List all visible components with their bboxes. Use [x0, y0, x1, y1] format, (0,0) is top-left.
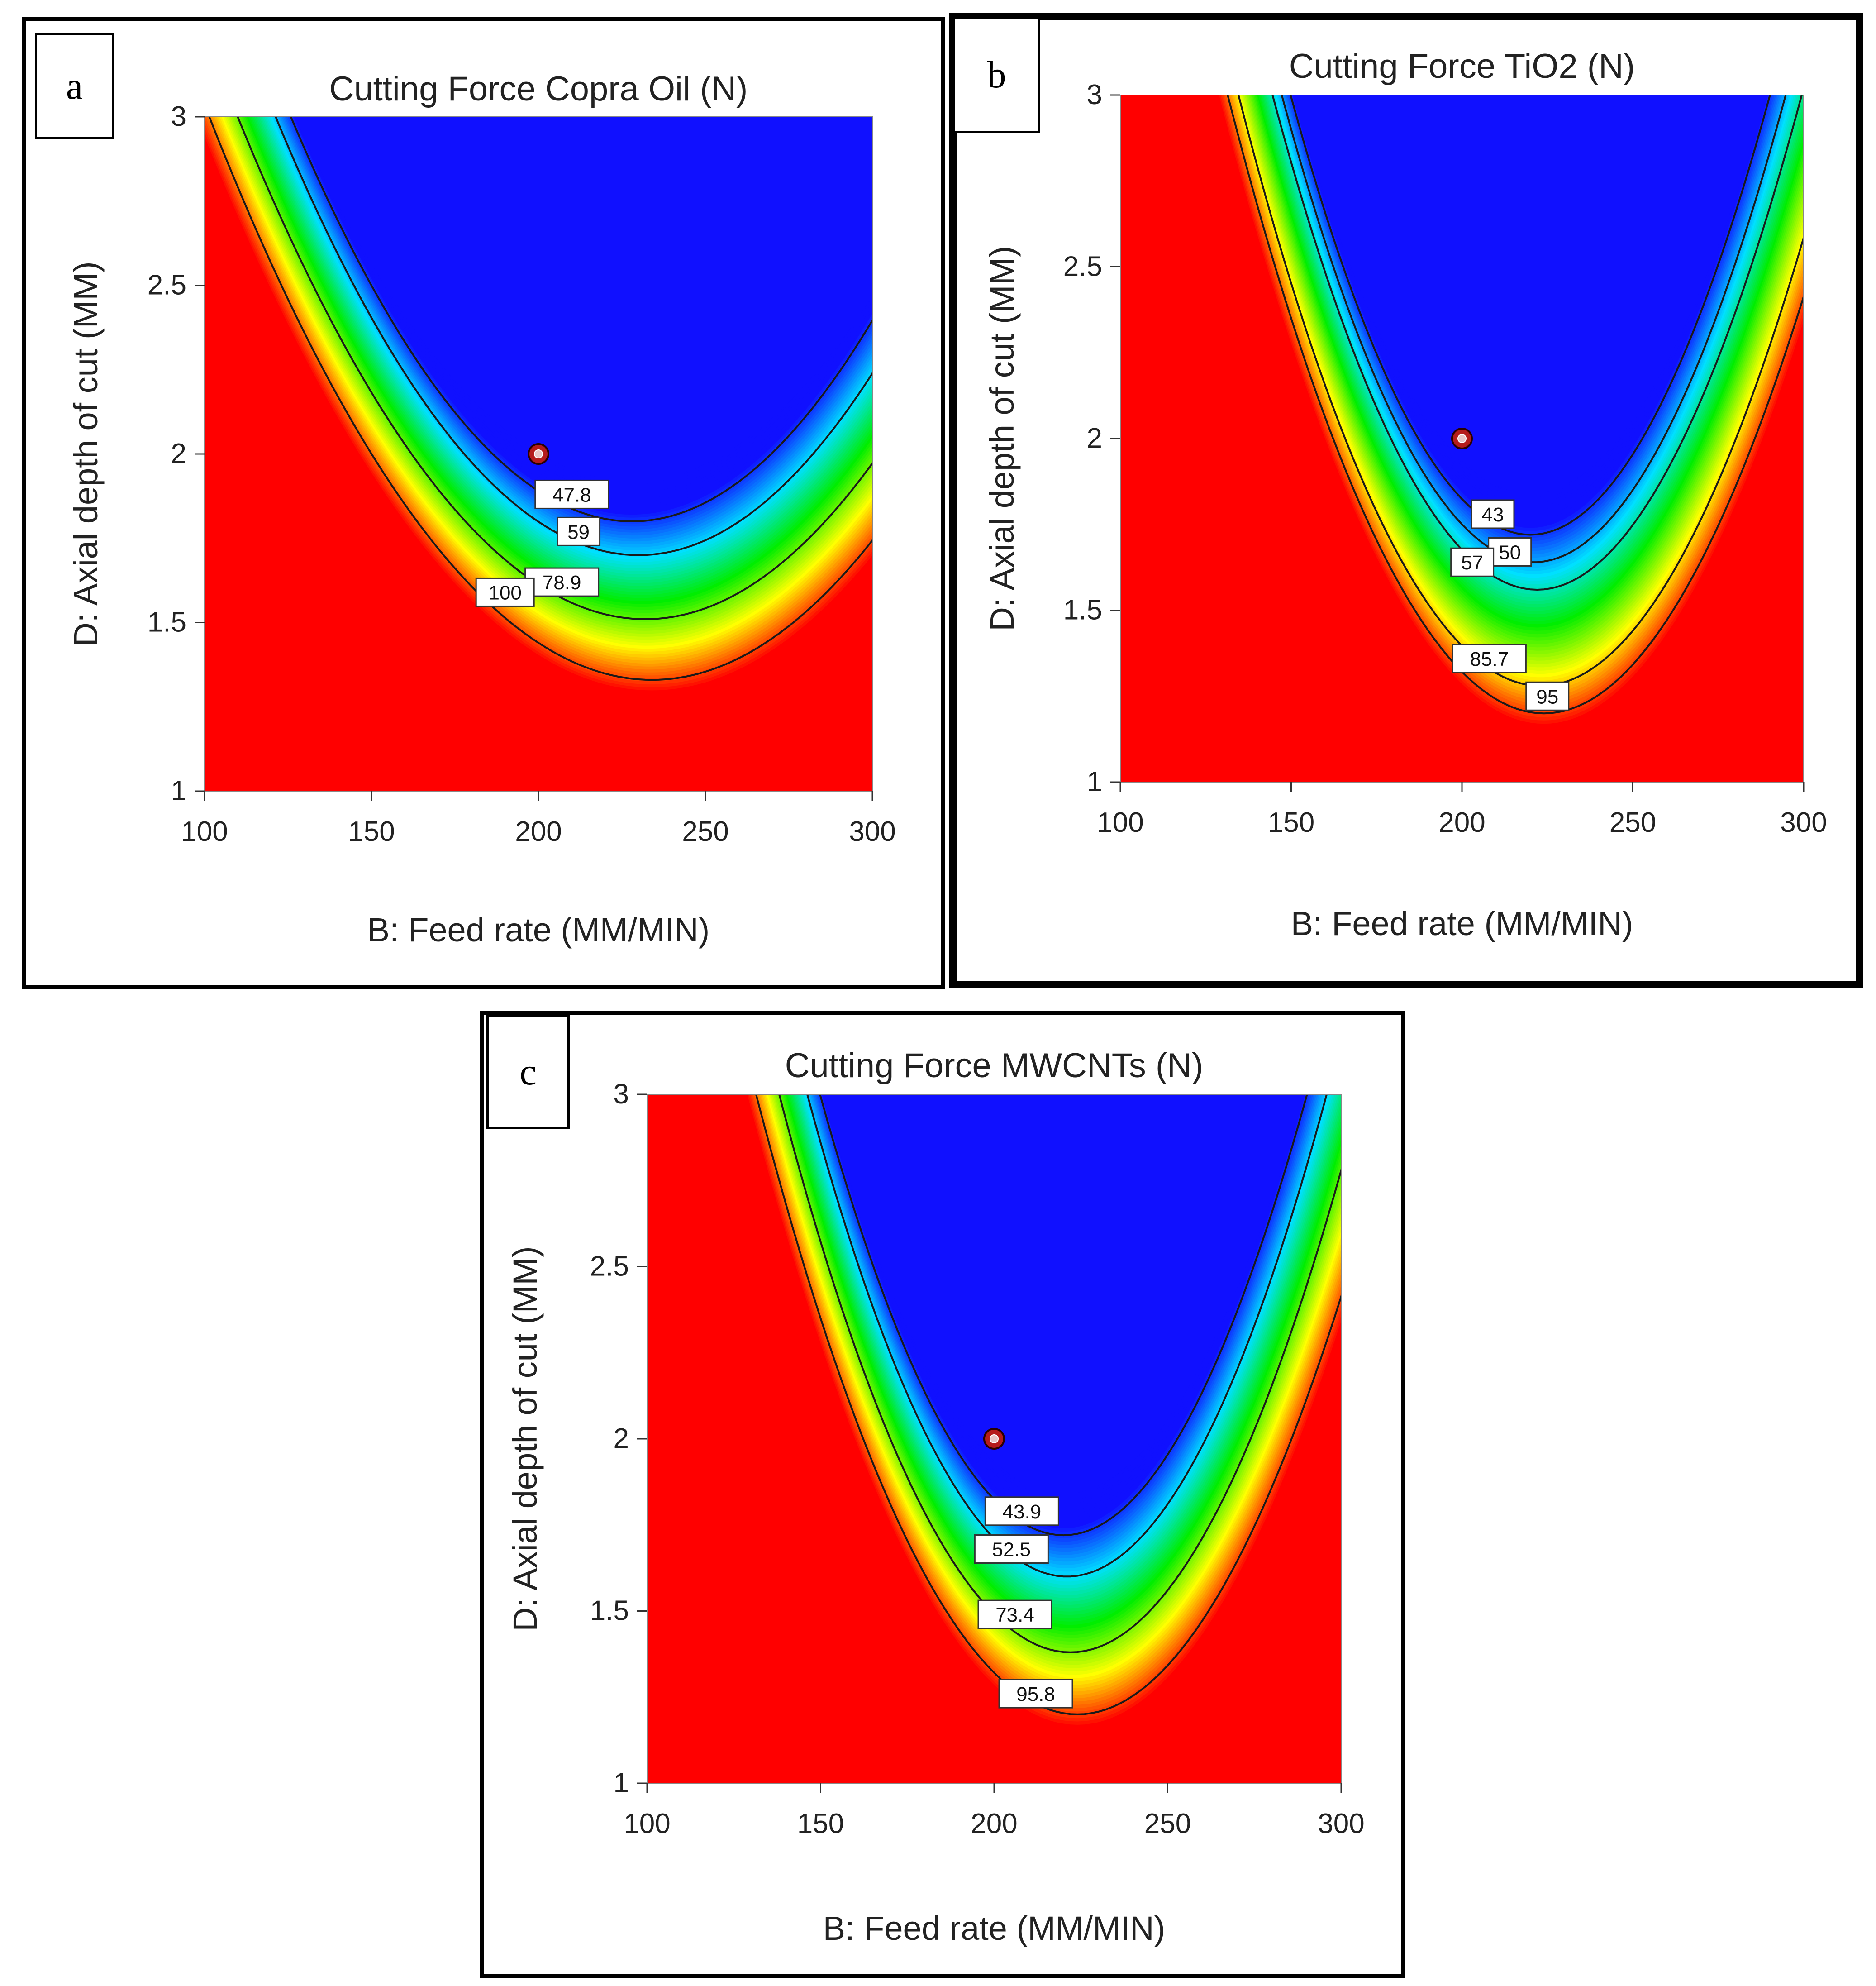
y-tick-label: 2.5 [590, 1251, 629, 1282]
contour-line-43 [1290, 95, 1771, 536]
x-tick-label: 300 [1780, 807, 1827, 838]
contour-line-100 [208, 117, 872, 681]
contour-label-text: 52.5 [992, 1539, 1031, 1561]
y-tick-label: 3 [171, 101, 186, 132]
x-axis-label: B: Feed rate (MM/MIN) [1291, 905, 1633, 942]
panel-letter-a: a [35, 33, 114, 139]
y-tick-label: 1 [614, 1767, 629, 1799]
chart-a: 47.8 59 78.9 100 100 150 200 250 300 1 1.5 2 2.5 3 Cut… [67, 70, 896, 949]
contour-label-95-8: 95.8 [998, 1679, 1073, 1709]
contour-label-text: 73.4 [995, 1604, 1034, 1626]
contour-label-78-9: 78.9 [524, 567, 600, 597]
contour-label-text: 43.9 [1003, 1501, 1042, 1523]
y-tick-label: 2.5 [148, 270, 186, 301]
y-tick-label: 1 [171, 775, 186, 807]
y-tick-label: 1 [1087, 766, 1102, 797]
contour-label-50: 50 [1488, 537, 1532, 567]
contour-label-43-9: 43.9 [984, 1496, 1059, 1526]
contour-label-43: 43 [1471, 499, 1515, 529]
x-tick-label: 100 [181, 816, 228, 847]
contour-line-50 [1281, 95, 1787, 563]
y-tick-label: 2 [171, 438, 186, 469]
contour-label-59: 59 [557, 516, 601, 546]
contour-label-57: 57 [1450, 547, 1495, 577]
x-tick-label: 200 [515, 816, 562, 847]
y-axis-label: D: Axial depth of cut (MM) [506, 1246, 544, 1631]
y-tick-label: 2.5 [1063, 251, 1102, 282]
y-tick-label: 3 [614, 1079, 629, 1110]
x-tick-label: 150 [348, 816, 395, 847]
contour-label-100: 100 [475, 577, 535, 607]
x-tick-label: 300 [1318, 1808, 1364, 1839]
y-axis-label: D: Axial depth of cut (MM) [67, 261, 105, 646]
y-tick-label: 1.5 [590, 1595, 629, 1627]
x-axis-label: B: Feed rate (MM/MIN) [823, 1910, 1166, 1947]
chart-b: 43 50 57 85.7 95 100 150 200 250 300 1 1.5 2 2.5 3 Cutt… [983, 47, 1827, 942]
contour-label-73-4: 73.4 [977, 1599, 1052, 1629]
contour-line-59 [275, 117, 872, 556]
y-tick-label: 2 [614, 1423, 629, 1454]
contour-label-text: 85.7 [1470, 648, 1509, 670]
x-tick-label: 200 [971, 1808, 1017, 1839]
contour-label-85-7: 85.7 [1452, 644, 1527, 673]
design-point-marker [528, 443, 549, 465]
y-tick-label: 1.5 [1063, 595, 1102, 626]
y-tick-label: 3 [1087, 79, 1102, 110]
contour-label-text: 47.8 [552, 484, 591, 506]
x-tick-label: 100 [1097, 807, 1143, 838]
contour-label-text: 100 [488, 582, 521, 604]
panel-letter-c: c [486, 1015, 570, 1129]
contour-label-text: 78.9 [543, 572, 581, 594]
chart-c: 43.9 52.5 73.4 95.8 100 150 200 250 300 1 1.5 2 2.5 3… [506, 1046, 1365, 1947]
x-tick-label: 250 [1144, 1808, 1191, 1839]
contour-label-text: 95 [1536, 686, 1558, 708]
y-tick-label: 1.5 [148, 607, 186, 638]
x-tick-label: 150 [797, 1808, 844, 1839]
chart-title: Cutting Force Copra Oil (N) [329, 70, 748, 108]
contour-label-text: 50 [1499, 541, 1521, 563]
x-tick-label: 300 [849, 816, 895, 847]
x-tick-label: 250 [682, 816, 728, 847]
x-axis-label: B: Feed rate (MM/MIN) [367, 911, 710, 949]
contour-line-95-8 [755, 1094, 1341, 1715]
heatmap-bands [205, 117, 872, 717]
contour-label-47-8: 47.8 [534, 479, 609, 509]
x-tick-label: 200 [1438, 807, 1485, 838]
chart-title: Cutting Force MWCNTs (N) [785, 1046, 1204, 1085]
x-tick-label: 250 [1609, 807, 1656, 838]
chart-title: Cutting Force TiO2 (N) [1289, 47, 1635, 86]
y-tick-label: 2 [1087, 423, 1102, 454]
contour-label-52-5: 52.5 [974, 1534, 1049, 1564]
y-axis-label: D: Axial depth of cut (MM) [983, 246, 1021, 631]
design-point-marker [1451, 428, 1473, 449]
contour-label-text: 59 [567, 521, 590, 543]
contour-label-text: 57 [1461, 552, 1483, 574]
contour-label-95: 95 [1525, 681, 1570, 711]
contour-label-text: 43 [1481, 504, 1504, 526]
contour-label-text: 95.8 [1016, 1683, 1055, 1705]
design-point-marker [983, 1428, 1005, 1450]
x-tick-label: 150 [1268, 807, 1314, 838]
x-tick-label: 100 [624, 1808, 670, 1839]
panel-letter-b: b [953, 16, 1040, 133]
